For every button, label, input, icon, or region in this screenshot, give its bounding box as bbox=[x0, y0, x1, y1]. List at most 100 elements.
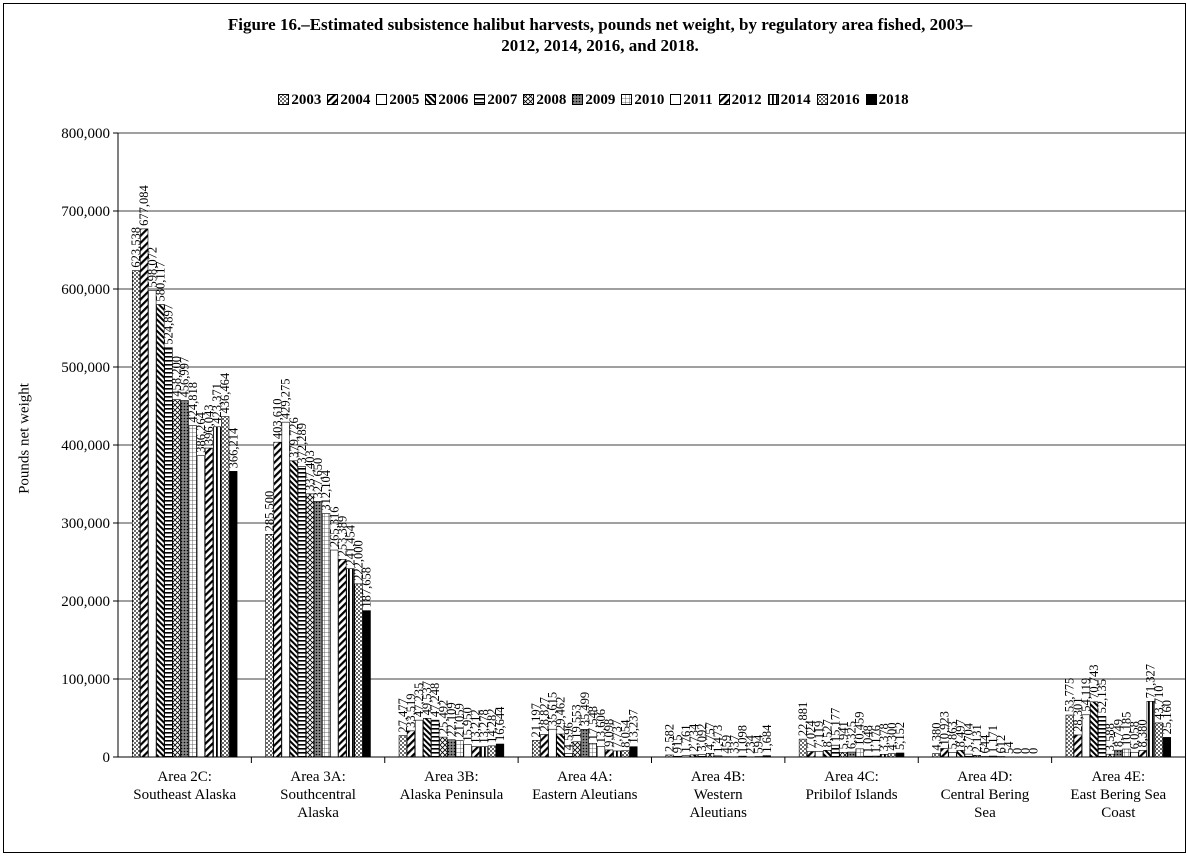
x-category-label: Pribilof Islands bbox=[806, 787, 898, 803]
data-label: 47,248 bbox=[428, 683, 442, 717]
data-label: 3,092 bbox=[695, 723, 709, 751]
bar-2014-2 bbox=[346, 568, 355, 758]
data-label: 3,704 bbox=[962, 722, 976, 751]
legend-label: 2016 bbox=[829, 92, 860, 108]
x-category-label: Southeast Alaska bbox=[133, 787, 236, 803]
data-label: 33,519 bbox=[404, 693, 418, 727]
data-label: 403,610 bbox=[271, 399, 285, 440]
data-label: 3,378 bbox=[877, 723, 891, 751]
x-category-label: Area 4E: bbox=[1091, 769, 1145, 785]
data-label: 10,459 bbox=[853, 711, 867, 745]
x-category-label: Area 2C: bbox=[157, 769, 212, 785]
bar-2018-6 bbox=[896, 752, 905, 758]
legend-entry-2016: 2016 bbox=[816, 92, 860, 109]
data-label: 4,300 bbox=[885, 723, 899, 751]
bar-2005-4 bbox=[548, 728, 557, 758]
legend-swatch bbox=[523, 94, 535, 105]
legend: 2003 2004 2005 2006 2007 2008 2009 2010 2011 2012… bbox=[0, 92, 1187, 109]
legend-swatch bbox=[670, 94, 682, 105]
bar-2011-4 bbox=[596, 746, 606, 758]
data-label: 458,200 bbox=[170, 356, 184, 397]
y-tick-label: 800,000 bbox=[61, 126, 110, 142]
legend-label: 2011 bbox=[683, 92, 713, 108]
data-label: 21,059 bbox=[453, 703, 467, 737]
data-label: 54,119 bbox=[1079, 678, 1093, 712]
bar-2018-3 bbox=[495, 743, 505, 758]
data-label: 15,177 bbox=[828, 708, 842, 742]
data-label: 386,264 bbox=[194, 411, 208, 452]
data-label: 13,606 bbox=[594, 709, 608, 743]
data-label: 35,499 bbox=[578, 692, 592, 726]
x-category-label: Eastern Aleutians bbox=[532, 787, 638, 803]
data-label: 7,737 bbox=[610, 720, 624, 748]
data-label: 580,117 bbox=[153, 261, 167, 301]
data-label: 327,650 bbox=[311, 458, 325, 499]
bar-2012-2 bbox=[338, 559, 347, 758]
y-tick-label: 300,000 bbox=[61, 516, 110, 532]
x-category-label: Area 4C: bbox=[824, 769, 879, 785]
bar-2008-6 bbox=[839, 752, 848, 758]
data-label: 423,371 bbox=[210, 383, 224, 424]
legend-label: 2005 bbox=[389, 92, 420, 108]
bar-2006-2 bbox=[289, 460, 298, 758]
legend-swatch bbox=[425, 94, 437, 105]
legend-label: 2012 bbox=[731, 92, 762, 108]
data-label: 28,827 bbox=[537, 697, 551, 731]
data-label: 2,734 bbox=[687, 723, 701, 752]
legend-entry-2010: 2010 bbox=[621, 92, 664, 109]
bar-2009-3 bbox=[447, 739, 456, 758]
bars bbox=[131, 228, 1172, 758]
data-label: 5,863 bbox=[946, 721, 960, 749]
y-tick-label: 0 bbox=[103, 750, 111, 766]
legend-swatch bbox=[621, 94, 633, 105]
data-label: 612 bbox=[994, 735, 1008, 754]
data-label: 7,024 bbox=[804, 720, 818, 749]
data-label: 337 bbox=[727, 735, 741, 754]
legend-entry-2003: 2003 bbox=[278, 92, 321, 109]
chart-title: Figure 16.–Estimated subsistence halibut… bbox=[120, 14, 1080, 56]
legend-label: 2008 bbox=[536, 92, 567, 108]
legend-swatch bbox=[865, 94, 877, 105]
data-label: 10,185 bbox=[1119, 712, 1133, 746]
data-label: 222,000 bbox=[352, 540, 366, 581]
bar-2008-5 bbox=[705, 752, 715, 758]
bar-2003-7 bbox=[932, 753, 941, 758]
data-label: 5,152 bbox=[893, 722, 907, 750]
bar-2012-8 bbox=[1138, 750, 1147, 758]
bar-2008-3 bbox=[439, 736, 448, 758]
bar-2014-4 bbox=[613, 750, 622, 758]
data-label: 8,054 bbox=[618, 719, 632, 748]
legend-entry-2014: 2014 bbox=[767, 92, 811, 109]
x-category-label: Alaska Peninsula bbox=[400, 787, 504, 803]
bar-2005-2 bbox=[281, 421, 290, 758]
y-tick-label: 400,000 bbox=[61, 438, 110, 454]
legend-label: 2018 bbox=[878, 92, 909, 108]
x-category-label: Central Bering bbox=[941, 787, 1030, 803]
data-label: 10,923 bbox=[937, 711, 951, 745]
data-label: 2,131 bbox=[970, 724, 984, 752]
data-label: 366,214 bbox=[226, 427, 240, 468]
data-label: 623,538 bbox=[129, 227, 143, 268]
data-label: 187,658 bbox=[360, 567, 374, 608]
bar-2008-2 bbox=[305, 493, 315, 758]
legend-label: 2009 bbox=[585, 92, 616, 108]
bar-2007-1 bbox=[164, 347, 173, 758]
bar-2003-2 bbox=[265, 534, 274, 758]
data-label: 35,615 bbox=[545, 692, 559, 726]
data-label: 285,500 bbox=[262, 491, 276, 532]
data-label: 15,950 bbox=[461, 707, 475, 741]
data-label: 1,098 bbox=[735, 725, 749, 753]
legend-label: 2006 bbox=[438, 92, 469, 108]
x-category-label: East Bering Sea bbox=[1070, 787, 1166, 803]
data-label: 524,897 bbox=[161, 304, 175, 345]
bar-2012-1 bbox=[204, 447, 214, 758]
x-category-label: Area 4D: bbox=[957, 769, 1012, 785]
x-category-label: Western bbox=[694, 787, 743, 803]
data-label: 1,176 bbox=[869, 725, 883, 753]
data-label: 312,104 bbox=[319, 469, 333, 510]
y-tick-label: 600,000 bbox=[61, 282, 110, 298]
data-label: 6,058 bbox=[1128, 721, 1142, 749]
data-label: 8,749 bbox=[1111, 719, 1125, 747]
